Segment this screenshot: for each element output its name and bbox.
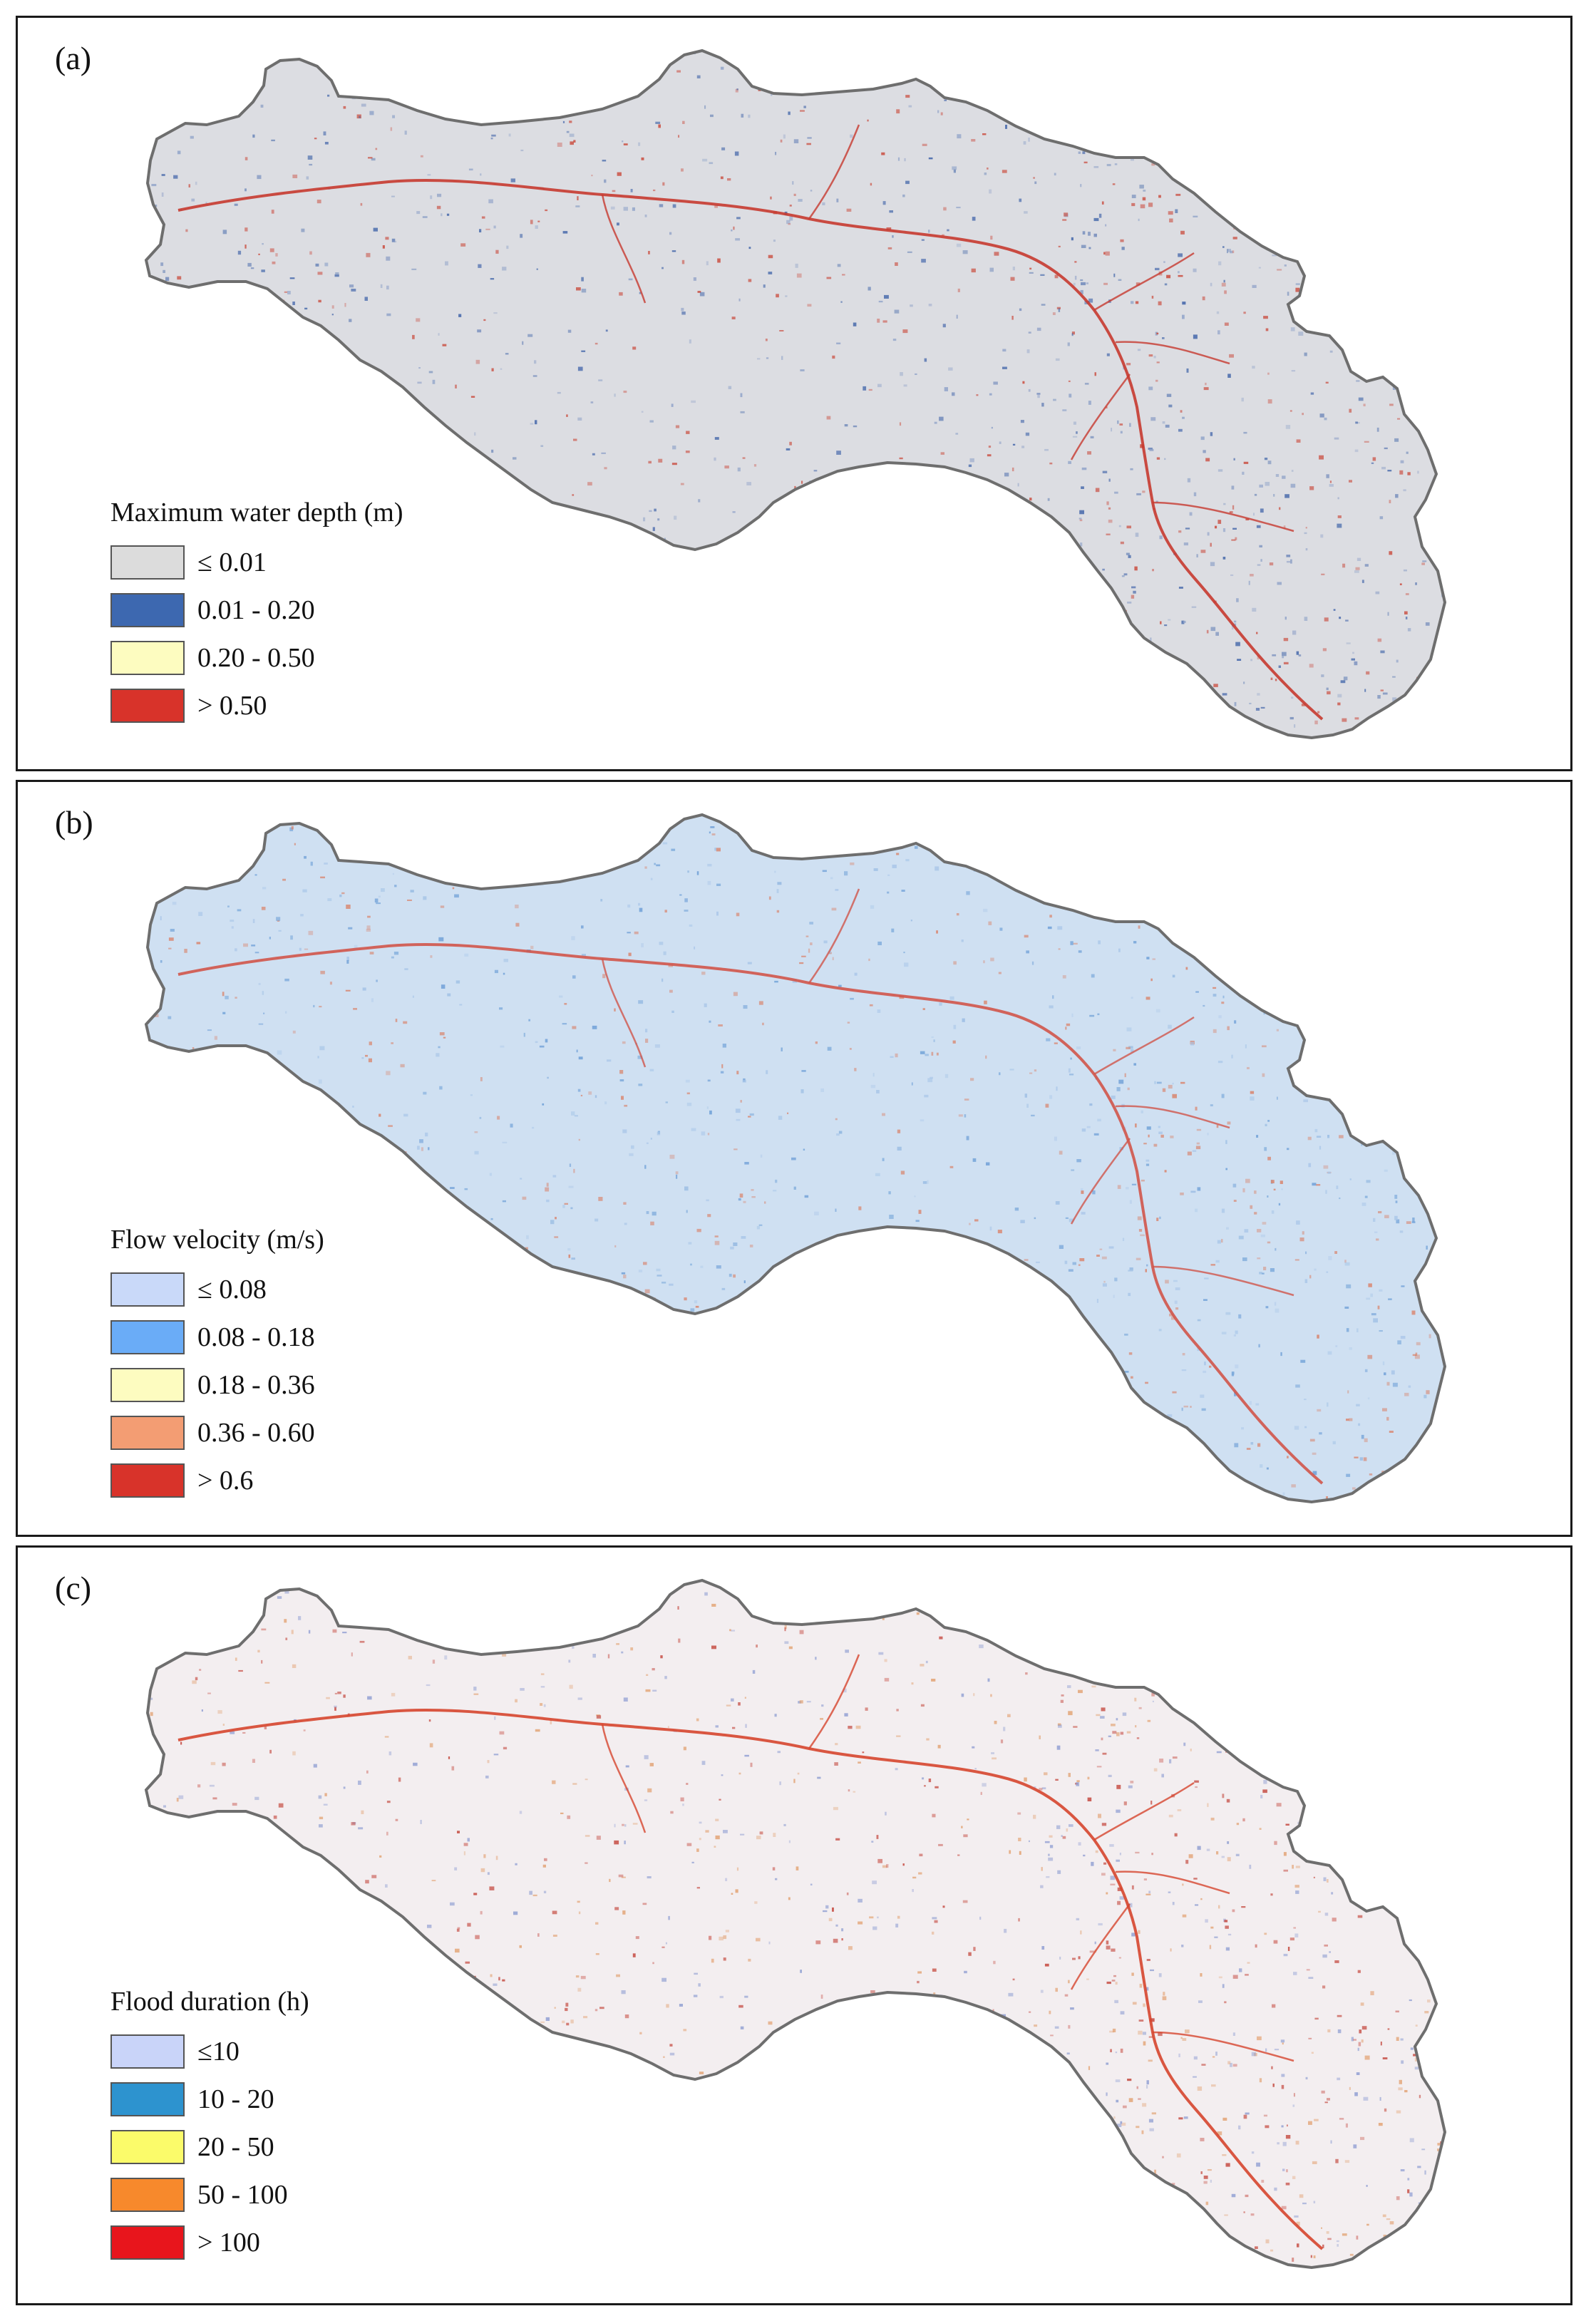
tributary-line	[1115, 341, 1230, 365]
legend-label: 0.36 - 0.60	[197, 1417, 315, 1448]
panel-a: (a) Maximum water depth (m) ≤ 0.01 0.01 …	[16, 16, 1572, 771]
legend-item: ≤10	[110, 2027, 309, 2075]
legend-label: 0.20 - 0.50	[197, 642, 315, 673]
legend-item: > 0.6	[110, 1456, 324, 1504]
legend-label: 0.08 - 0.18	[197, 1322, 315, 1352]
legend-swatch	[110, 688, 185, 723]
legend-swatch	[110, 1463, 185, 1498]
tributary-line	[808, 124, 860, 220]
legend-item: > 100	[110, 2218, 309, 2266]
tributary-line	[808, 1654, 860, 1749]
legend-swatch	[110, 1367, 185, 1402]
legend-label: > 0.6	[197, 1465, 254, 1496]
legend: Flood duration (h) ≤10 10 - 20 20 - 50 5…	[110, 1986, 309, 2266]
main-river-line	[177, 179, 1324, 721]
legend-title: Maximum water depth (m)	[110, 498, 403, 528]
panel-label: (a)	[55, 40, 92, 76]
legend-swatch	[110, 1415, 185, 1450]
legend-swatch	[110, 2129, 185, 2164]
legend-label: 0.18 - 0.36	[197, 1369, 315, 1400]
legend-item: 0.18 - 0.36	[110, 1361, 324, 1409]
legend-item: 0.08 - 0.18	[110, 1313, 324, 1361]
tributary-line	[1152, 2031, 1294, 2062]
panel-label: (c)	[55, 1570, 92, 1606]
tributary-line	[1152, 501, 1294, 532]
legend-item: ≤ 0.01	[110, 538, 403, 586]
tributary-line	[601, 1724, 647, 1833]
legend-label: 0.01 - 0.20	[197, 595, 315, 625]
legend-label: 10 - 20	[197, 2084, 274, 2114]
tributary-line	[808, 888, 860, 984]
tributary-line	[1070, 1903, 1131, 1990]
tributary-line	[601, 194, 647, 304]
legend: Flow velocity (m/s) ≤ 0.08 0.08 - 0.18 0…	[110, 1224, 324, 1504]
legend-item: 50 - 100	[110, 2171, 309, 2218]
legend-title: Flow velocity (m/s)	[110, 1225, 324, 1255]
legend-item: 0.20 - 0.50	[110, 634, 403, 681]
legend-item: 10 - 20	[110, 2075, 309, 2123]
basin-map	[144, 1578, 1447, 2270]
legend-label: 20 - 50	[197, 2131, 274, 2162]
legend-swatch	[110, 640, 185, 675]
tributary-line	[1152, 1265, 1294, 1297]
basin-outline	[144, 48, 1447, 740]
tributary-line	[1093, 1016, 1195, 1076]
legend-item: 20 - 50	[110, 2123, 309, 2171]
legend-label: 50 - 100	[197, 2179, 288, 2210]
legend-swatch	[110, 1272, 185, 1307]
tributary-line	[601, 958, 647, 1068]
tributary-line	[1093, 252, 1195, 312]
tributary-line	[1070, 1138, 1131, 1225]
legend-item: > 0.50	[110, 681, 403, 729]
legend-label: > 100	[197, 2227, 260, 2258]
legend-swatch	[110, 545, 185, 580]
legend-swatch	[110, 1319, 185, 1354]
basin-fill	[146, 1580, 1445, 2268]
legend-title: Flood duration (h)	[110, 1987, 309, 2017]
legend-swatch	[110, 2034, 185, 2069]
panel-label: (b)	[55, 804, 93, 840]
legend-swatch	[110, 592, 185, 627]
legend: Maximum water depth (m) ≤ 0.01 0.01 - 0.…	[110, 497, 403, 729]
legend-label: ≤10	[197, 2036, 240, 2067]
panel-c: (c) Flood duration (h) ≤10 10 - 20 20 - …	[16, 1545, 1572, 2305]
basin-map	[144, 48, 1447, 740]
panel-b: (b) Flow velocity (m/s) ≤ 0.08 0.08 - 0.…	[16, 780, 1572, 1537]
legend-item: 0.01 - 0.20	[110, 586, 403, 634]
basin-map	[144, 813, 1447, 1504]
main-river-line	[177, 1709, 1324, 2250]
legend-item: 0.36 - 0.60	[110, 1409, 324, 1456]
legend-label: ≤ 0.01	[197, 547, 267, 577]
legend-label: ≤ 0.08	[197, 1274, 267, 1304]
tributary-line	[1115, 1870, 1230, 1895]
tributary-line	[1070, 374, 1131, 460]
legend-swatch	[110, 2177, 185, 2212]
basin-outline	[144, 1578, 1447, 2270]
basin-fill	[146, 51, 1445, 738]
main-river-line	[177, 943, 1324, 1485]
legend-swatch	[110, 2225, 185, 2260]
basin-outline	[144, 813, 1447, 1504]
tributary-line	[1115, 1105, 1230, 1129]
legend-swatch	[110, 2081, 185, 2116]
tributary-line	[1093, 1781, 1195, 1841]
legend-label: > 0.50	[197, 690, 267, 721]
legend-item: ≤ 0.08	[110, 1265, 324, 1313]
